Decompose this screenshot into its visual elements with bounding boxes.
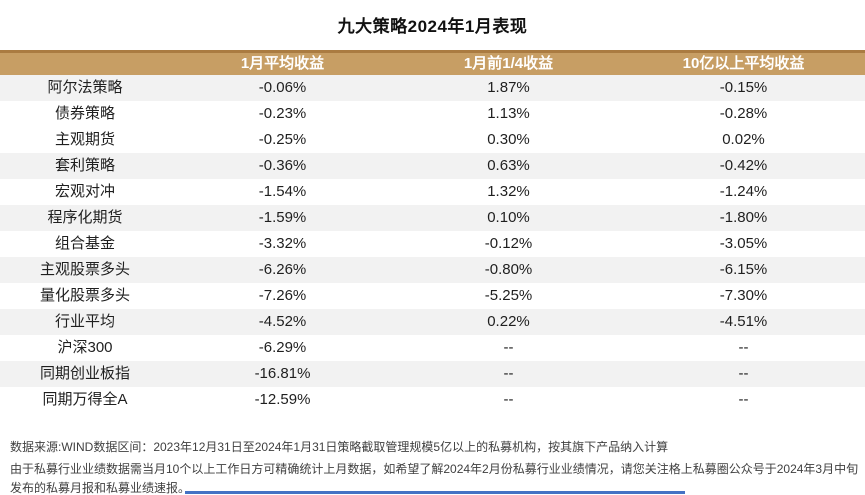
value-cell: -1.54%	[258, 183, 307, 200]
value-cell: --	[503, 365, 514, 382]
table-row: 阿尔法策略 -0.06% 1.87% -0.15%	[0, 75, 865, 101]
value-cell: -6.15%	[719, 261, 768, 278]
strategy-name-cell: 沪深300	[57, 339, 113, 356]
strategy-name-cell: 套利策略	[54, 157, 115, 174]
value-cell: --	[503, 339, 514, 356]
value-cell: -6.26%	[258, 261, 307, 278]
value-cell: -3.05%	[719, 235, 768, 252]
value-cell: -4.51%	[719, 313, 768, 330]
header-over-1b-average-return: 10亿以上平均收益	[622, 50, 865, 75]
header-jan-top-quartile-return: 1月前1/4收益	[395, 50, 622, 75]
value-cell: -0.06%	[258, 79, 307, 96]
table-row: 主观股票多头 -6.26% -0.80% -6.15%	[0, 257, 865, 283]
strategy-name-cell: 主观期货	[54, 131, 115, 148]
strategy-name-cell: 量化股票多头	[39, 287, 130, 304]
value-cell: -0.36%	[258, 157, 307, 174]
table-row: 套利策略 -0.36% 0.63% -0.42%	[0, 153, 865, 179]
table-row: 行业平均 -4.52% 0.22% -4.51%	[0, 309, 865, 335]
table-row: 主观期货 -0.25% 0.30% 0.02%	[0, 127, 865, 153]
value-cell: --	[738, 339, 749, 356]
bottom-divider	[185, 491, 685, 494]
value-cell: -0.42%	[719, 157, 768, 174]
value-cell: 1.13%	[487, 105, 530, 122]
value-cell: -3.32%	[258, 235, 307, 252]
performance-table: 1月平均收益 1月前1/4收益 10亿以上平均收益 阿尔法策略 -0.06% 1.8…	[0, 50, 865, 413]
table-header-row: 1月平均收益 1月前1/4收益 10亿以上平均收益	[0, 50, 865, 75]
value-cell: --	[738, 391, 749, 408]
table-row: 债券策略 -0.23% 1.13% -0.28%	[0, 101, 865, 127]
value-cell: -0.80%	[484, 261, 533, 278]
table-row: 沪深300 -6.29% -- --	[0, 335, 865, 361]
value-cell: 0.10%	[487, 209, 530, 226]
table-row: 量化股票多头 -7.26% -5.25% -7.30%	[0, 283, 865, 309]
value-cell: -5.25%	[484, 287, 533, 304]
value-cell: -0.15%	[719, 79, 768, 96]
strategy-name-cell: 程序化期货	[47, 209, 123, 226]
value-cell: 1.32%	[487, 183, 530, 200]
strategy-name-cell: 阿尔法策略	[47, 79, 123, 96]
value-cell: 0.30%	[487, 131, 530, 148]
header-strategy-blank	[0, 50, 170, 75]
footer-disclaimer-line-2: 发布的私募月报和私募业绩速报。	[10, 481, 191, 495]
table-row: 宏观对冲 -1.54% 1.32% -1.24%	[0, 179, 865, 205]
value-cell: -0.12%	[484, 235, 533, 252]
table-row: 组合基金 -3.32% -0.12% -3.05%	[0, 231, 865, 257]
value-cell: -7.30%	[719, 287, 768, 304]
table-row: 程序化期货 -1.59% 0.10% -1.80%	[0, 205, 865, 231]
page-title: 九大策略2024年1月表现	[337, 17, 528, 36]
strategy-name-cell: 债券策略	[54, 105, 115, 122]
value-cell: 0.02%	[722, 131, 765, 148]
strategy-name-cell: 主观股票多头	[39, 261, 130, 278]
value-cell: -0.25%	[258, 131, 307, 148]
value-cell: --	[738, 365, 749, 382]
value-cell: -6.29%	[258, 339, 307, 356]
strategy-name-cell: 同期万得全A	[42, 391, 128, 408]
value-cell: -1.24%	[719, 183, 768, 200]
value-cell: --	[503, 391, 514, 408]
value-cell: 1.87%	[487, 79, 530, 96]
table-row: 同期万得全A -12.59% -- --	[0, 387, 865, 413]
value-cell: 0.63%	[487, 157, 530, 174]
footer-disclaimer-line-1: 由于私募行业业绩数据需当月10个以上工作日方可精确统计上月数据，如希望了解202…	[10, 462, 859, 476]
strategy-name-cell: 组合基金	[54, 235, 115, 252]
value-cell: -7.26%	[258, 287, 307, 304]
header-jan-average-return: 1月平均收益	[170, 50, 395, 75]
value-cell: -16.81%	[254, 365, 311, 382]
value-cell: -0.23%	[258, 105, 307, 122]
table-row: 同期创业板指 -16.81% -- --	[0, 361, 865, 387]
strategy-name-cell: 同期创业板指	[39, 365, 130, 382]
strategy-name-cell: 宏观对冲	[54, 183, 115, 200]
table-body: 阿尔法策略 -0.06% 1.87% -0.15% 债券策略 -0.23% 1.13% -0.…	[0, 75, 865, 413]
value-cell: 0.22%	[487, 313, 530, 330]
footer-data-source-line: 数据来源:WIND数据区间：2023年12月31日至2024年1月31日策略截取…	[10, 440, 669, 454]
value-cell: -12.59%	[254, 391, 311, 408]
value-cell: -1.59%	[258, 209, 307, 226]
value-cell: -4.52%	[258, 313, 307, 330]
strategy-name-cell: 行业平均	[54, 313, 115, 330]
footer-notes: 数据来源:WIND数据区间：2023年12月31日至2024年1月31日策略截取…	[0, 438, 865, 495]
value-cell: -1.80%	[719, 209, 768, 226]
value-cell: -0.28%	[719, 105, 768, 122]
